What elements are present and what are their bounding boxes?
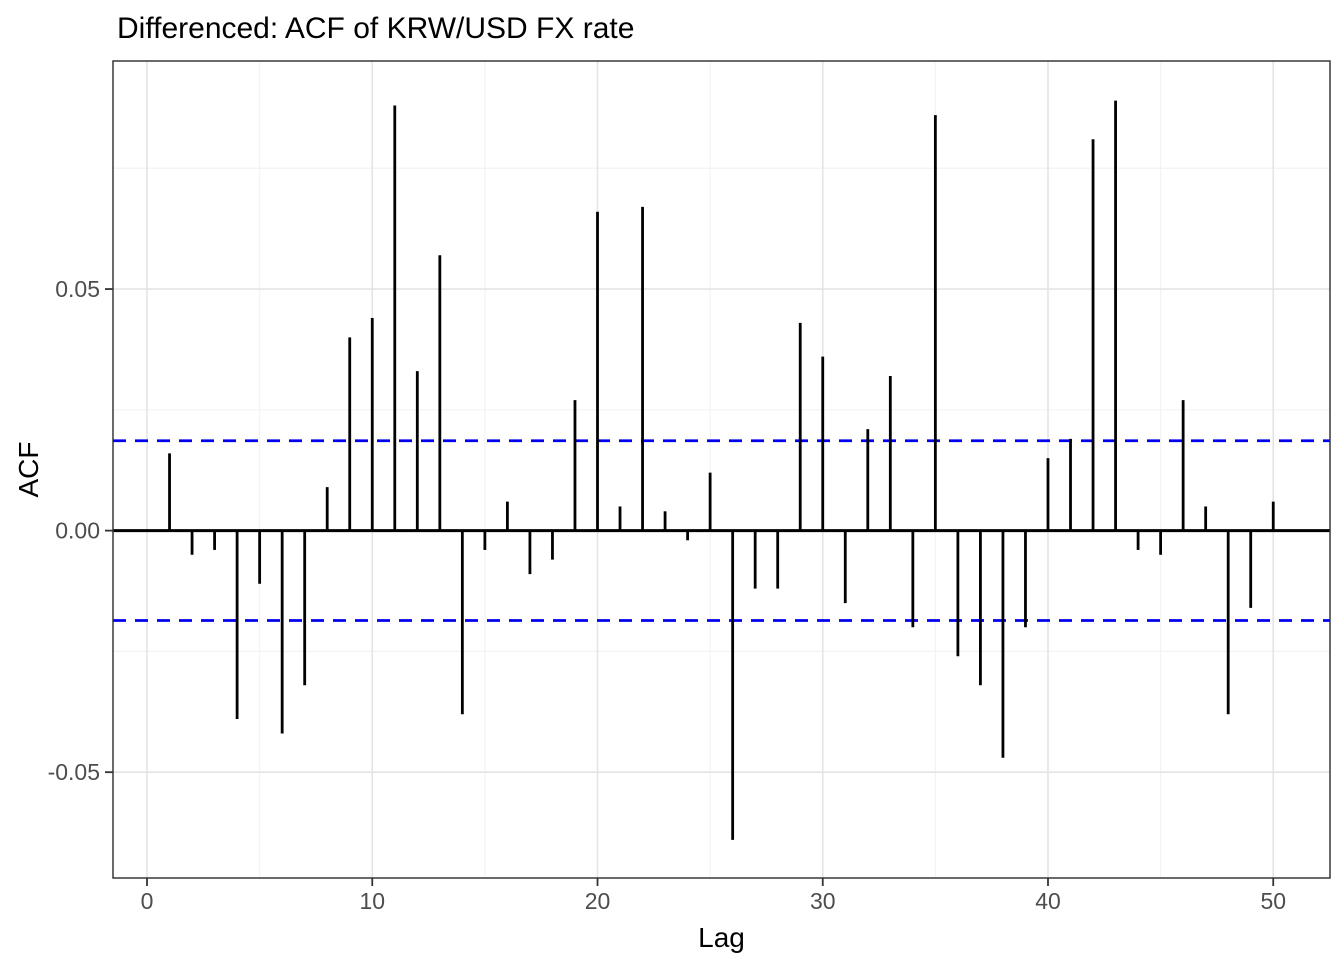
y-tick-label: 0.05 — [55, 276, 100, 302]
x-tick-label: 50 — [1260, 888, 1286, 914]
y-tick-label: -0.05 — [48, 759, 100, 785]
plot-title: Differenced: ACF of KRW/USD FX rate — [117, 12, 635, 45]
x-tick-label: 40 — [1035, 888, 1061, 914]
panel-background — [113, 61, 1330, 878]
panel-border — [112, 60, 1331, 879]
x-tick-label: 10 — [359, 888, 385, 914]
x-tick-label: 30 — [810, 888, 836, 914]
x-axis-title: Lag — [698, 922, 745, 953]
x-tick-label: 0 — [141, 888, 154, 914]
y-tick-label: 0.00 — [55, 518, 100, 544]
x-tick-label: 20 — [585, 888, 611, 914]
y-axis-title: ACF — [13, 442, 44, 498]
